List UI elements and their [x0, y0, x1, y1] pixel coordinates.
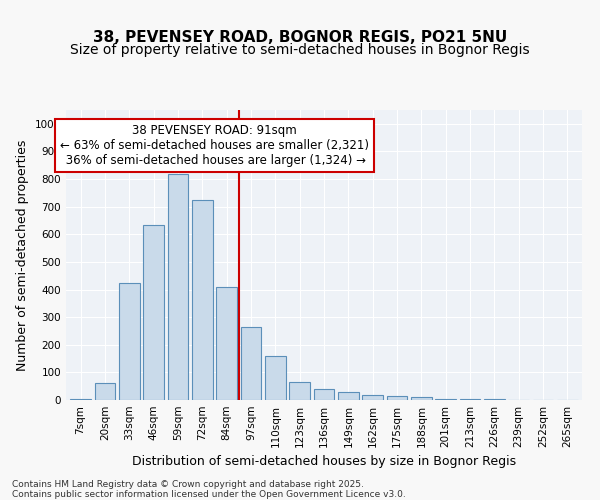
Bar [436, 398, 456, 400]
Text: Contains HM Land Registry data © Crown copyright and database right 2025.
Contai: Contains HM Land Registry data © Crown c… [12, 480, 406, 500]
Bar [216, 287, 237, 400]
Bar [289, 382, 310, 400]
Bar [143, 224, 164, 400]
Bar [70, 398, 91, 400]
Bar [167, 174, 188, 400]
Bar [119, 282, 140, 400]
Bar [192, 200, 212, 400]
Bar [265, 356, 286, 400]
Text: Size of property relative to semi-detached houses in Bognor Regis: Size of property relative to semi-detach… [70, 43, 530, 57]
Bar [241, 327, 262, 400]
X-axis label: Distribution of semi-detached houses by size in Bognor Regis: Distribution of semi-detached houses by … [132, 456, 516, 468]
Text: 38 PEVENSEY ROAD: 91sqm
← 63% of semi-detached houses are smaller (2,321)
 36% o: 38 PEVENSEY ROAD: 91sqm ← 63% of semi-de… [60, 124, 369, 167]
Bar [386, 396, 407, 400]
Text: 38, PEVENSEY ROAD, BOGNOR REGIS, PO21 5NU: 38, PEVENSEY ROAD, BOGNOR REGIS, PO21 5N… [93, 30, 507, 45]
Bar [338, 392, 359, 400]
Y-axis label: Number of semi-detached properties: Number of semi-detached properties [16, 140, 29, 370]
Bar [411, 397, 432, 400]
Bar [95, 383, 115, 400]
Bar [362, 395, 383, 400]
Bar [314, 389, 334, 400]
